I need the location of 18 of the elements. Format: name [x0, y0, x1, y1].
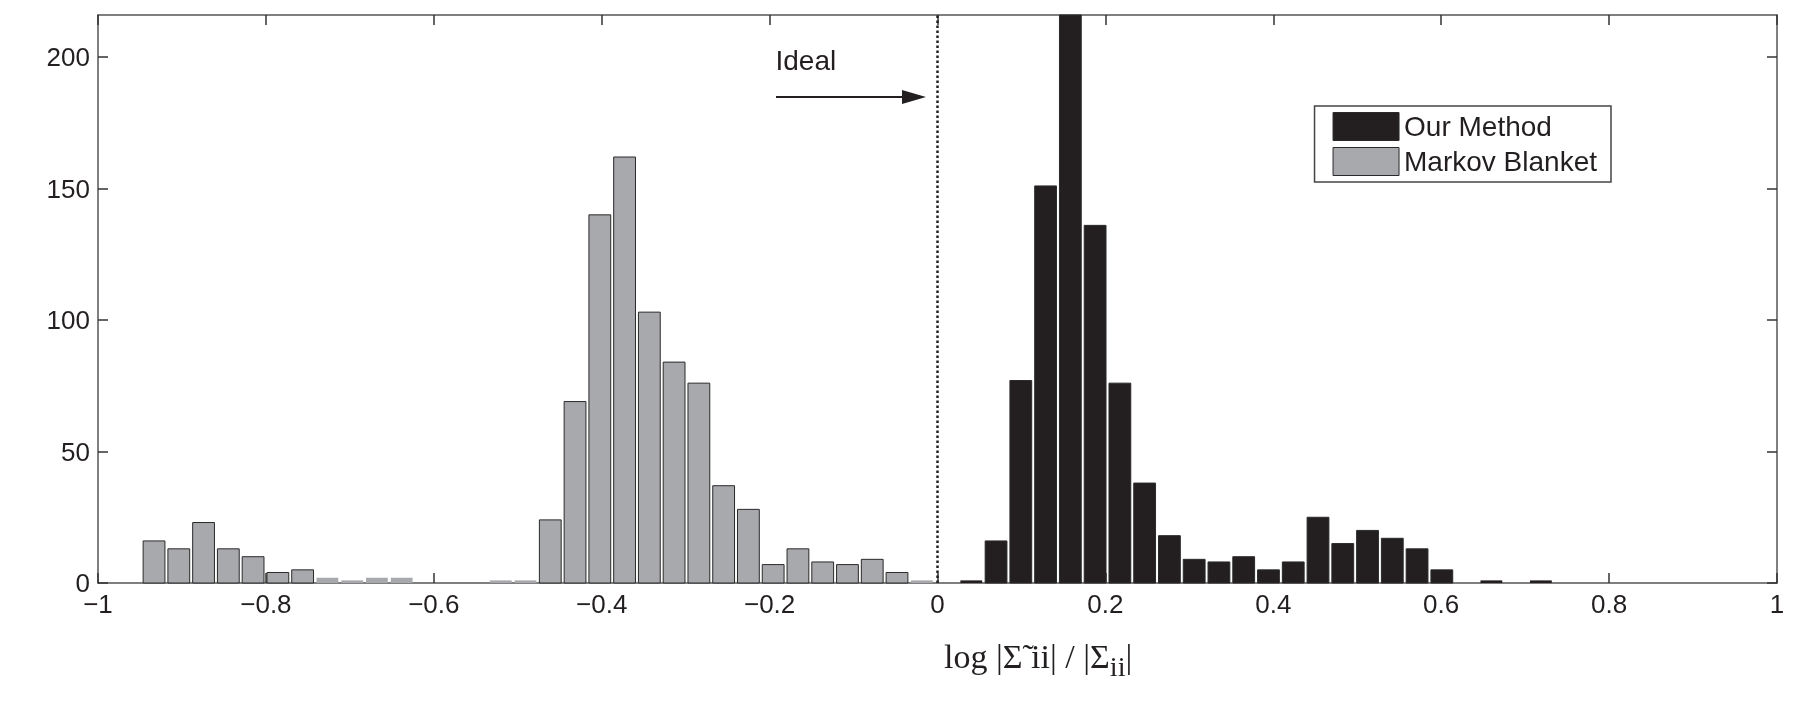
annotation: Ideal: [775, 45, 837, 78]
y-tick-label: 150: [46, 173, 90, 204]
legend-label: Markov Blanket: [1404, 146, 1598, 177]
x-tick-label: −0.2: [743, 589, 796, 619]
y-tick-label: 50: [61, 436, 90, 467]
y-tick-label: 200: [46, 42, 90, 73]
x-tick-label: 0.6: [1423, 589, 1460, 619]
x-tick-label: 0: [930, 589, 945, 619]
x-tick-label: 1: [1769, 589, 1785, 619]
x-tick-label: −0.8: [240, 589, 292, 619]
y-tick-label: 100: [46, 305, 90, 336]
x-tick-label: 0.8: [1591, 589, 1628, 619]
x-tick-label: −0.6: [408, 589, 460, 619]
x-tick-label: 0.2: [1087, 589, 1124, 619]
x-axis-title: log |Σ̃ ii| / |Σ$_{ii}$|: [944, 638, 1133, 683]
x-tick-label: −0.4: [576, 589, 628, 619]
legend-label: Our Method: [1404, 111, 1552, 142]
x-tick-label: 0.4: [1255, 589, 1292, 619]
